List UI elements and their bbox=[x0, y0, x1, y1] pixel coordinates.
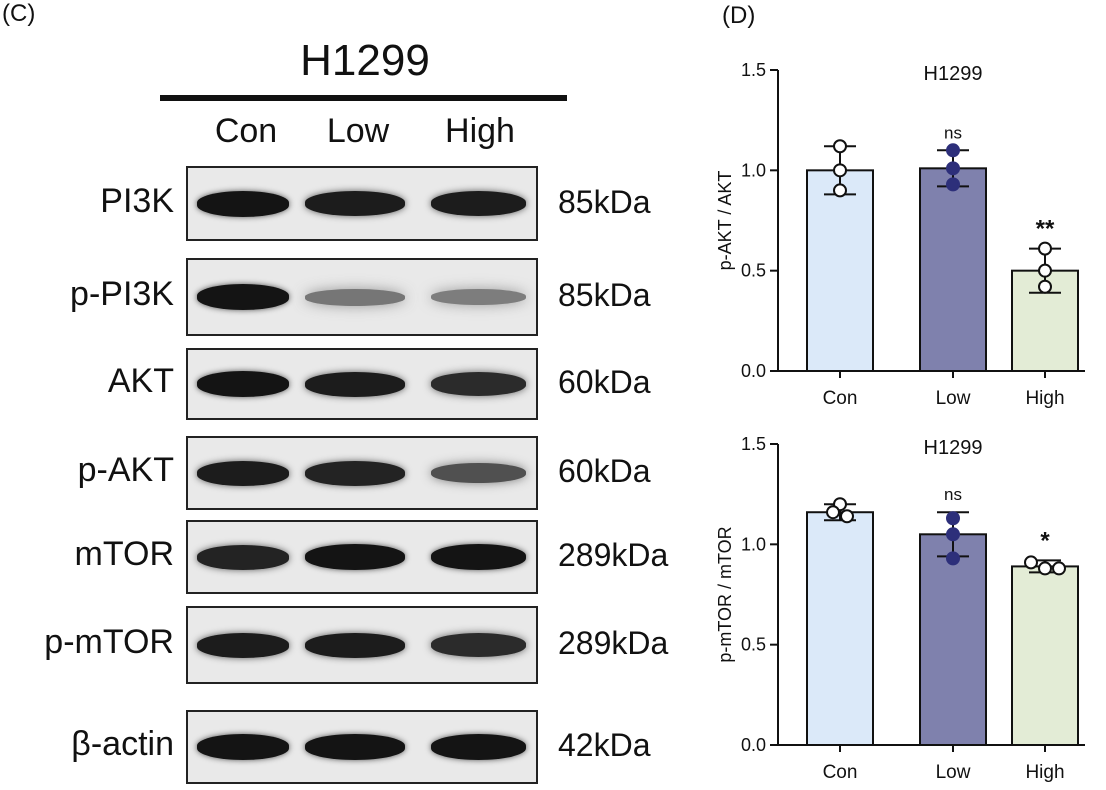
band-p-mtor-con bbox=[197, 632, 289, 658]
band-actin-high bbox=[430, 734, 526, 760]
blot-akt bbox=[186, 348, 538, 420]
data-point-con bbox=[833, 163, 847, 178]
data-point-low bbox=[946, 511, 960, 526]
y-tick-label: 0.0 bbox=[741, 735, 766, 755]
band-actin-low bbox=[305, 734, 405, 760]
bar-con bbox=[806, 169, 874, 372]
data-point-high bbox=[1038, 241, 1052, 256]
y-tick-label: 0.5 bbox=[741, 261, 766, 281]
band-mtor-low bbox=[305, 544, 405, 570]
y-tick-label: 1.5 bbox=[741, 434, 766, 454]
data-point-high bbox=[1038, 279, 1052, 294]
band-p-akt-con bbox=[197, 460, 289, 486]
x-tick-label-high: High bbox=[1025, 388, 1064, 409]
kda-label-p-pi3k: 85kDa bbox=[558, 277, 651, 313]
blot-p-mtor bbox=[186, 606, 538, 684]
protein-label-mtor: mTOR bbox=[74, 535, 174, 573]
y-tick-label: 1.5 bbox=[741, 60, 766, 80]
significance-high: * bbox=[1040, 527, 1050, 554]
band-akt-low bbox=[305, 371, 405, 397]
kda-label-p-akt: 60kDa bbox=[558, 453, 651, 489]
y-tick-label: 0.0 bbox=[741, 361, 766, 381]
lane-label-high: High bbox=[445, 112, 515, 150]
band-mtor-high bbox=[430, 544, 526, 570]
data-point-high bbox=[1052, 561, 1066, 576]
p-akt-bar-chart: H1299 p-AKT / AKT 0.0 0.5 1.0 1.5 Con ns Low ** Hi… bbox=[715, 60, 1085, 409]
x-tick-label-high: High bbox=[1025, 762, 1064, 783]
protein-label-akt: AKT bbox=[107, 362, 174, 400]
bar-low bbox=[919, 533, 987, 746]
bar-high bbox=[1011, 565, 1079, 746]
data-point-low bbox=[946, 161, 960, 176]
band-actin-con bbox=[197, 734, 289, 760]
band-akt-con bbox=[197, 371, 289, 397]
data-point-low bbox=[946, 177, 960, 192]
blot-title-rule bbox=[160, 95, 567, 101]
data-point-con bbox=[840, 509, 854, 524]
band-pi3k-high bbox=[430, 191, 526, 216]
band-p-mtor-low bbox=[305, 632, 405, 658]
band-p-mtor-high bbox=[430, 633, 526, 657]
kda-label-pi3k: 85kDa bbox=[558, 183, 651, 220]
significance-low: ns bbox=[944, 485, 962, 504]
protein-label-p-pi3k: p-PI3K bbox=[70, 275, 174, 313]
kda-label-mtor: 289kDa bbox=[558, 537, 669, 573]
p-mtor-bar-chart: H1299 p-mTOR / mTOR 0.0 0.5 1.0 1.5 Con ns Low * H… bbox=[715, 434, 1085, 783]
panel-d-label: (D) bbox=[722, 2, 756, 29]
kda-label-p-mtor: 289kDa bbox=[558, 625, 669, 661]
significance-low: ns bbox=[944, 123, 962, 142]
y-tick-label: 1.0 bbox=[741, 534, 766, 554]
x-tick-label-con: Con bbox=[823, 762, 858, 783]
band-p-pi3k-high bbox=[430, 289, 526, 305]
band-p-pi3k-low bbox=[305, 288, 405, 306]
y-axis-label: p-AKT / AKT bbox=[715, 171, 735, 271]
blot-actin bbox=[186, 710, 538, 784]
protein-label-p-akt: p-AKT bbox=[77, 451, 174, 489]
y-tick-label: 0.5 bbox=[741, 635, 766, 655]
blot-p-pi3k bbox=[186, 258, 538, 336]
band-p-akt-high bbox=[430, 463, 526, 483]
bar-con bbox=[806, 511, 874, 746]
band-pi3k-low bbox=[305, 191, 405, 216]
data-point-con bbox=[833, 183, 847, 198]
data-point-con bbox=[833, 139, 847, 154]
data-point-low bbox=[946, 527, 960, 542]
data-point-low bbox=[946, 551, 960, 566]
blot-pi3k bbox=[186, 166, 538, 241]
data-point-con bbox=[826, 505, 840, 520]
data-point-high bbox=[1024, 555, 1038, 570]
kda-label-akt: 60kDa bbox=[558, 364, 651, 400]
chart-title: H1299 bbox=[924, 63, 983, 85]
significance-high: ** bbox=[1036, 216, 1055, 243]
band-pi3k-con bbox=[197, 190, 289, 217]
data-point-low bbox=[946, 143, 960, 158]
band-mtor-con bbox=[197, 544, 289, 570]
protein-label-pi3k: PI3K bbox=[100, 181, 174, 220]
protein-label-p-mtor: p-mTOR bbox=[44, 623, 174, 661]
lane-label-low: Low bbox=[326, 112, 390, 150]
y-tick-label: 1.0 bbox=[741, 160, 766, 180]
band-p-pi3k-con bbox=[197, 284, 289, 310]
data-point-high bbox=[1038, 561, 1052, 576]
blot-mtor bbox=[186, 520, 538, 594]
band-p-akt-low bbox=[305, 460, 405, 486]
kda-label-actin: 42kDa bbox=[558, 727, 651, 763]
blot-title: H1299 bbox=[300, 36, 430, 85]
protein-label-actin: β-actin bbox=[71, 725, 174, 763]
y-axis-label: p-mTOR / mTOR bbox=[715, 526, 735, 662]
chart-title: H1299 bbox=[924, 437, 983, 459]
lane-label-con: Con bbox=[214, 112, 278, 150]
data-point-high bbox=[1038, 263, 1052, 278]
bar-low bbox=[919, 167, 987, 372]
x-tick-label-con: Con bbox=[823, 388, 858, 409]
band-akt-high bbox=[430, 372, 526, 396]
x-tick-label-low: Low bbox=[936, 762, 971, 783]
x-tick-label-low: Low bbox=[936, 388, 971, 409]
blot-p-akt bbox=[186, 436, 538, 510]
panel-c-label: (C) bbox=[2, 0, 36, 27]
